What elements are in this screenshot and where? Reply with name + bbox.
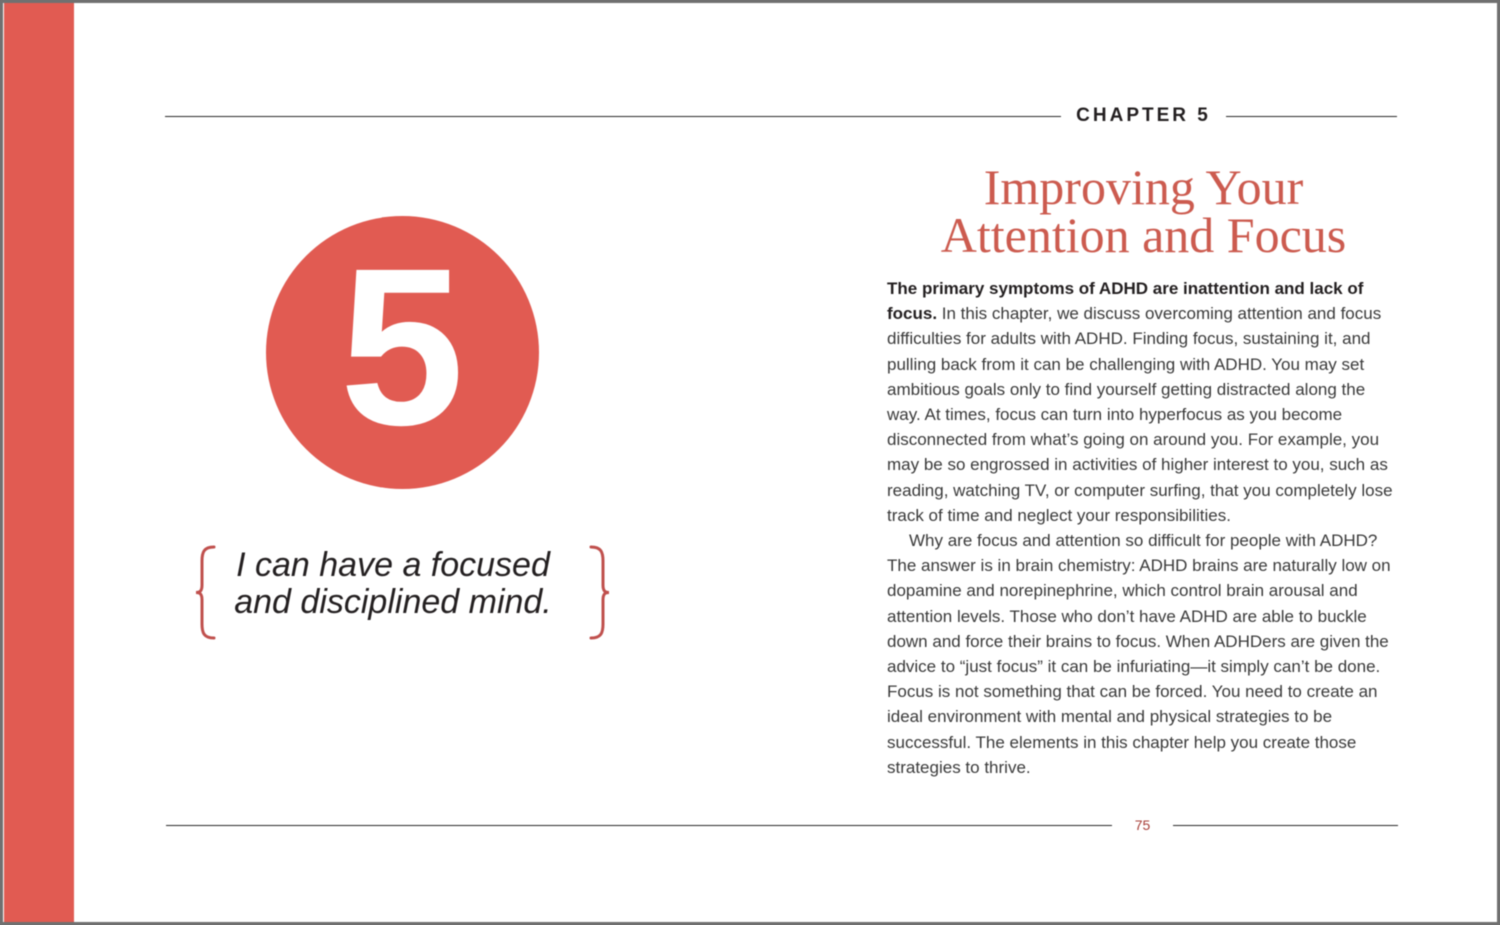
svg-text:5: 5	[340, 222, 465, 472]
